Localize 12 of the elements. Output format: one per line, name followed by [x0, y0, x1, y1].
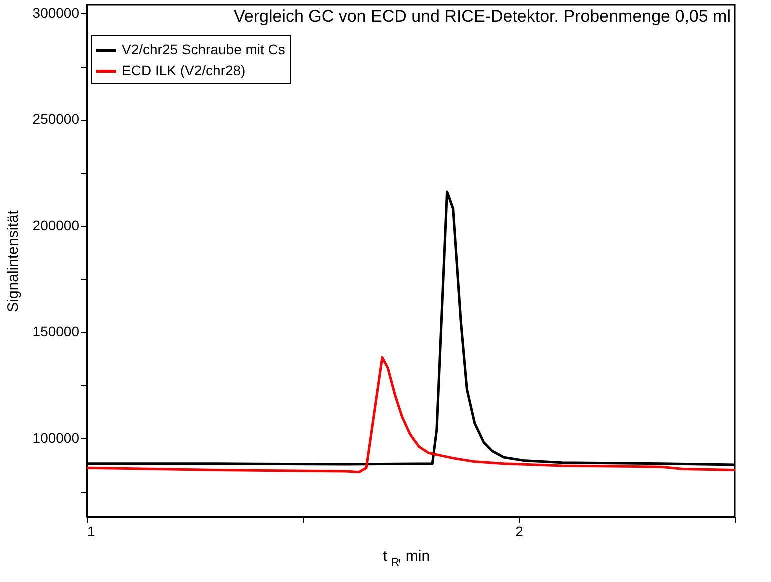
x-tick-label: 1: [88, 524, 96, 540]
legend-label: ECD ILK (V2/chr28): [122, 62, 246, 78]
y-tick-label: 300000: [32, 5, 80, 21]
line-series: [87, 356, 735, 474]
y-tick-label: 200000: [32, 217, 80, 234]
x-tick-label: 2: [516, 524, 524, 540]
legend-label: V2/chr25 Schraube mit Cs: [122, 42, 286, 58]
y-axis-title: Signalintensität: [4, 210, 22, 312]
y-tick-label: 100000: [32, 430, 80, 446]
y-tick-label: 150000: [32, 324, 80, 340]
y-tick-label: 250000: [32, 111, 80, 128]
chart-title: Vergleich GC von ECD und RICE-Detektor. Probenmenge 0,05 ml: [234, 7, 731, 26]
